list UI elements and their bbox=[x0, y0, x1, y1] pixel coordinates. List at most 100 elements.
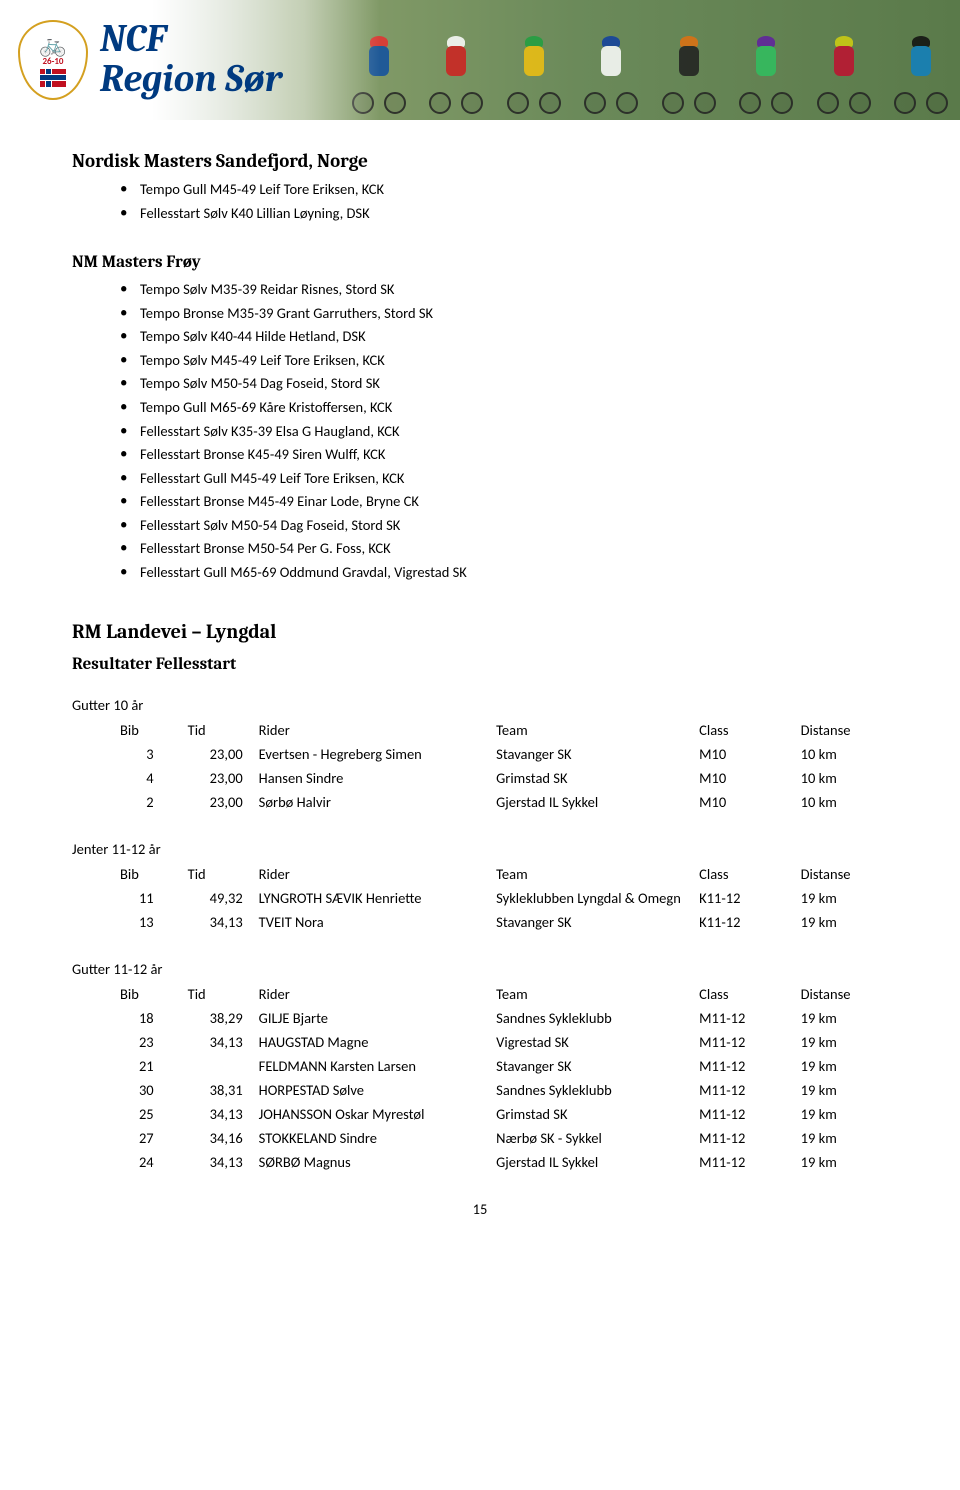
bike-icon: 🚲 bbox=[39, 34, 66, 56]
table-cell: 18 bbox=[72, 1006, 184, 1030]
list-item: Fellesstart Gull M65-69 Oddmund Gravdal,… bbox=[120, 561, 888, 585]
table-cell: HAUGSTAD Magne bbox=[255, 1030, 492, 1054]
table-cell: GILJE Bjarte bbox=[255, 1006, 492, 1030]
table-cell: 27 bbox=[72, 1126, 184, 1150]
table-header: Team bbox=[492, 982, 695, 1006]
list-item: Tempo Gull M45-49 Leif Tore Eriksen, KCK bbox=[120, 178, 888, 202]
table-header: Tid bbox=[184, 982, 255, 1006]
table-cell: K11-12 bbox=[695, 910, 796, 934]
table-cell: 25 bbox=[72, 1102, 184, 1126]
table-row: 1149,32LYNGROTH SÆVIK HenrietteSykleklub… bbox=[72, 886, 888, 910]
banner-title: NCF Region Sør bbox=[100, 20, 282, 100]
table-row: 2434,13SØRBØ MagnusGjerstad IL SykkelM11… bbox=[72, 1150, 888, 1174]
list-item: Fellesstart Sølv K40 Lillian Løyning, DS… bbox=[120, 202, 888, 226]
table-cell: 23,00 bbox=[184, 790, 255, 814]
table-cell: STOKKELAND Sindre bbox=[255, 1126, 492, 1150]
table-cell: 24 bbox=[72, 1150, 184, 1174]
table-cell: Hansen Sindre bbox=[255, 766, 492, 790]
banner-brand: 🚲 26-10 NCF Region Sør bbox=[0, 0, 380, 120]
table-header: Class bbox=[695, 862, 796, 886]
table-cell: 19 km bbox=[797, 1126, 888, 1150]
group-label: Gutter 10 år bbox=[72, 696, 888, 714]
table-cell: K11-12 bbox=[695, 886, 796, 910]
table-cell: Gjerstad IL Sykkel bbox=[492, 790, 695, 814]
results-table: BibTidRiderTeamClassDistanse1838,29GILJE… bbox=[72, 982, 888, 1174]
heading-nordisk: Nordisk Masters Sandefjord, Norge bbox=[72, 150, 888, 172]
table-cell: M10 bbox=[695, 790, 796, 814]
table-row: 423,00Hansen SindreGrimstad SKM1010 km bbox=[72, 766, 888, 790]
table-cell: 34,13 bbox=[184, 1030, 255, 1054]
table-cell: Sykleklubben Lyngdal & Omegn bbox=[492, 886, 695, 910]
table-cell: HORPESTAD Sølve bbox=[255, 1078, 492, 1102]
list-item: Tempo Gull M65-69 Kåre Kristoffersen, KC… bbox=[120, 396, 888, 420]
table-header: Rider bbox=[255, 718, 492, 742]
list-item: Tempo Sølv M35-39 Reidar Risnes, Stord S… bbox=[120, 278, 888, 302]
list-item: Tempo Sølv K40-44 Hilde Hetland, DSK bbox=[120, 325, 888, 349]
table-cell: Nærbø SK - Sykkel bbox=[492, 1126, 695, 1150]
table-cell: M10 bbox=[695, 766, 796, 790]
results-groups: Gutter 10 årBibTidRiderTeamClassDistanse… bbox=[72, 696, 888, 1174]
table-cell: 21 bbox=[72, 1054, 184, 1078]
list-item: Fellesstart Gull M45-49 Leif Tore Erikse… bbox=[120, 467, 888, 491]
table-cell: M11-12 bbox=[695, 1078, 796, 1102]
table-cell: 34,16 bbox=[184, 1126, 255, 1150]
table-cell: SØRBØ Magnus bbox=[255, 1150, 492, 1174]
table-cell: 30 bbox=[72, 1078, 184, 1102]
table-cell: Sandnes Sykleklubb bbox=[492, 1006, 695, 1030]
table-row: 323,00Evertsen - Hegreberg SimenStavange… bbox=[72, 742, 888, 766]
list-item: Fellesstart Bronse M45-49 Einar Lode, Br… bbox=[120, 490, 888, 514]
table-cell: 13 bbox=[72, 910, 184, 934]
table-cell bbox=[184, 1054, 255, 1078]
table-cell: 19 km bbox=[797, 1102, 888, 1126]
table-header: Distanse bbox=[797, 982, 888, 1006]
table-cell: 38,31 bbox=[184, 1078, 255, 1102]
table-header: Class bbox=[695, 718, 796, 742]
heading-rm-sub: Resultater Fellesstart bbox=[72, 655, 888, 674]
table-cell: JOHANSSON Oskar Myrestøl bbox=[255, 1102, 492, 1126]
table-cell: M11-12 bbox=[695, 1054, 796, 1078]
table-cell: Vigrestad SK bbox=[492, 1030, 695, 1054]
table-cell: M11-12 bbox=[695, 1030, 796, 1054]
table-header: Distanse bbox=[797, 862, 888, 886]
table-cell: 4 bbox=[72, 766, 184, 790]
table-cell: 10 km bbox=[797, 790, 888, 814]
list-nm: Tempo Sølv M35-39 Reidar Risnes, Stord S… bbox=[72, 278, 888, 584]
table-row: 223,00Sørbø HalvirGjerstad IL SykkelM101… bbox=[72, 790, 888, 814]
table-cell: 34,13 bbox=[184, 1150, 255, 1174]
table-cell: 23,00 bbox=[184, 766, 255, 790]
logo-shield: 🚲 26-10 bbox=[18, 20, 88, 100]
page-content: Nordisk Masters Sandefjord, Norge Tempo … bbox=[0, 150, 960, 1258]
results-table: BibTidRiderTeamClassDistanse323,00Everts… bbox=[72, 718, 888, 814]
table-cell: Evertsen - Hegreberg Simen bbox=[255, 742, 492, 766]
table-cell: 11 bbox=[72, 886, 184, 910]
flag-icon bbox=[40, 69, 66, 87]
table-cell: 2 bbox=[72, 790, 184, 814]
list-item: Tempo Sølv M45-49 Leif Tore Eriksen, KCK bbox=[120, 349, 888, 373]
table-cell: Stavanger SK bbox=[492, 742, 695, 766]
table-cell: 19 km bbox=[797, 886, 888, 910]
table-cell: Stavanger SK bbox=[492, 1054, 695, 1078]
table-header: Rider bbox=[255, 982, 492, 1006]
list-item: Fellesstart Bronse K45-49 Siren Wulff, K… bbox=[120, 443, 888, 467]
table-header: Tid bbox=[184, 718, 255, 742]
table-row: 1334,13TVEIT NoraStavanger SKK11-1219 km bbox=[72, 910, 888, 934]
group-label: Gutter 11-12 år bbox=[72, 960, 888, 978]
table-cell: Gjerstad IL Sykkel bbox=[492, 1150, 695, 1174]
table-cell: LYNGROTH SÆVIK Henriette bbox=[255, 886, 492, 910]
table-row: 2534,13JOHANSSON Oskar MyrestølGrimstad … bbox=[72, 1102, 888, 1126]
table-header: Tid bbox=[184, 862, 255, 886]
table-header: Class bbox=[695, 982, 796, 1006]
table-cell: Sandnes Sykleklubb bbox=[492, 1078, 695, 1102]
table-header: Bib bbox=[72, 862, 184, 886]
table-cell: M11-12 bbox=[695, 1126, 796, 1150]
table-header: Team bbox=[492, 718, 695, 742]
table-cell: TVEIT Nora bbox=[255, 910, 492, 934]
list-item: Fellesstart Bronse M50-54 Per G. Foss, K… bbox=[120, 537, 888, 561]
table-cell: 19 km bbox=[797, 1006, 888, 1030]
table-header: Bib bbox=[72, 718, 184, 742]
table-cell: M11-12 bbox=[695, 1150, 796, 1174]
table-cell: Grimstad SK bbox=[492, 766, 695, 790]
table-cell: 34,13 bbox=[184, 1102, 255, 1126]
page-number: 15 bbox=[72, 1200, 888, 1218]
banner-cyclists bbox=[340, 0, 960, 120]
